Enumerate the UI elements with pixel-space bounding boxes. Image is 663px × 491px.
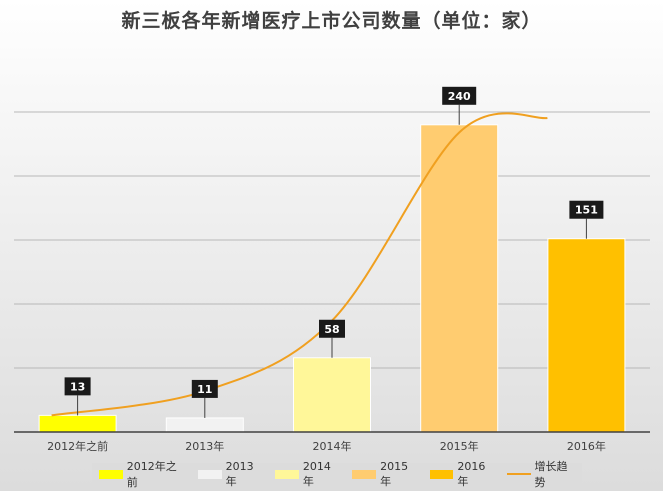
x-tick-label: 2012年之前 xyxy=(47,439,108,453)
legend-line-swatch xyxy=(506,473,531,475)
legend-label: 2013年 xyxy=(225,459,254,488)
legend-item: 2016年 xyxy=(429,459,496,489)
data-label-box xyxy=(442,86,477,105)
legend-label: 增长趋势 xyxy=(534,460,568,489)
x-tick-label: 2014年 xyxy=(313,439,352,453)
bar xyxy=(38,414,117,433)
legend-item: 2012年之前 xyxy=(99,458,187,490)
legend-swatch xyxy=(197,469,222,479)
legend-swatch xyxy=(275,469,299,479)
bar xyxy=(420,124,499,433)
data-label: 13 xyxy=(70,380,85,393)
data-label: 240 xyxy=(448,90,471,103)
data-label: 11 xyxy=(197,383,212,396)
chart-title: 新三板各年新增医疗上市公司数量（单位：家） xyxy=(121,10,542,32)
legend-item: 2015年 xyxy=(352,460,418,489)
legend-label: 2014年 xyxy=(302,459,331,488)
bar xyxy=(547,238,626,433)
legend-swatch xyxy=(429,469,454,479)
bar xyxy=(293,357,371,433)
legend-item: 2014年 xyxy=(275,460,341,489)
x-tick-label: 2015年 xyxy=(440,439,479,453)
data-label: 151 xyxy=(575,204,598,217)
legend-item-trend: 增长趋势 xyxy=(506,458,578,490)
legend-label: 2015年 xyxy=(380,459,409,488)
legend-item: 2013年 xyxy=(197,459,264,489)
legend-label: 2016年 xyxy=(457,459,486,488)
legend-label: 2012年之前 xyxy=(126,460,177,489)
data-label-box xyxy=(64,377,91,396)
x-tick-label: 2016年 xyxy=(567,439,606,453)
legend-swatch xyxy=(352,469,377,479)
x-tick-label: 2013年 xyxy=(185,439,224,453)
data-label-box xyxy=(569,200,604,219)
data-label-box xyxy=(319,319,345,338)
chart-legend: 2012年之前 2013年 2014年 2015年 2016年 增长趋势 xyxy=(92,460,582,489)
data-label: 58 xyxy=(324,323,339,336)
bar xyxy=(165,417,244,433)
data-label-box xyxy=(191,379,218,398)
legend-swatch xyxy=(99,469,123,479)
